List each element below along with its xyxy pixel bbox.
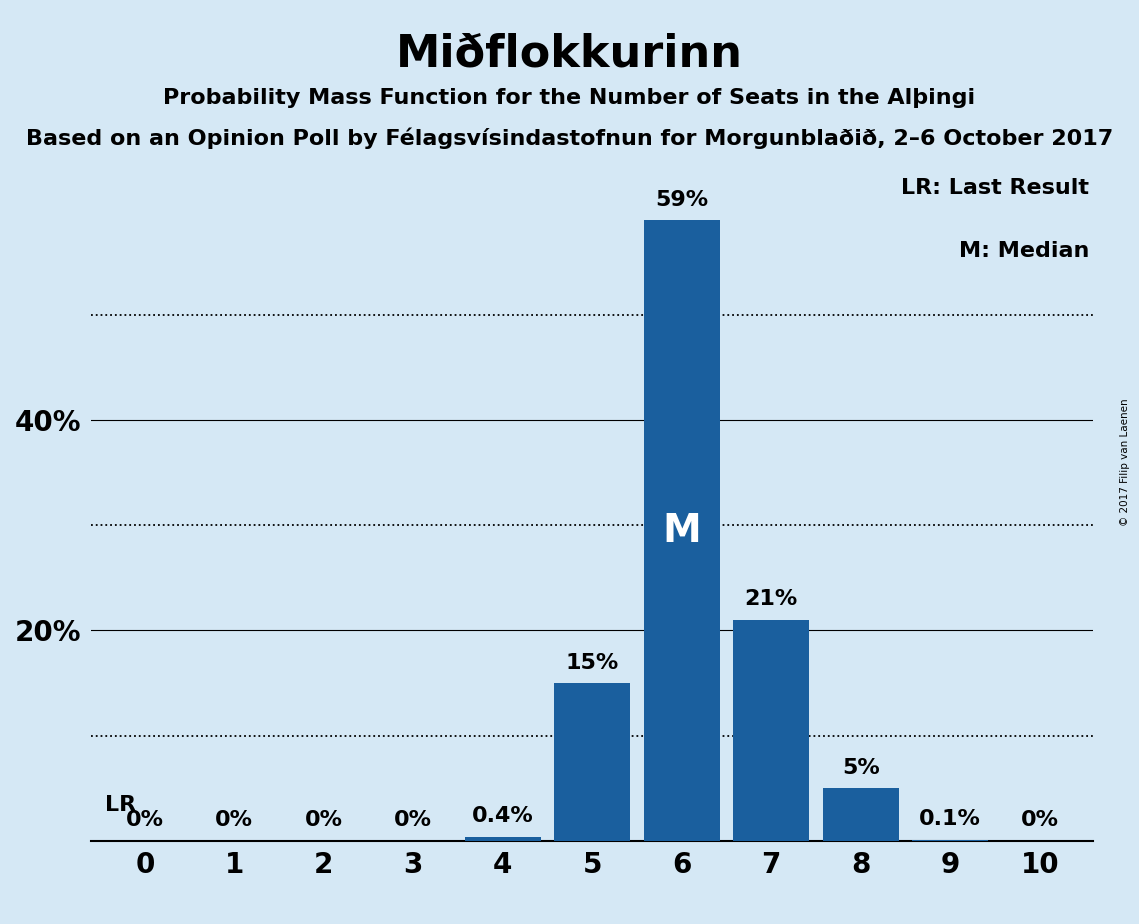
- Text: 0%: 0%: [125, 810, 164, 831]
- Text: 0.4%: 0.4%: [472, 806, 534, 826]
- Text: 0%: 0%: [215, 810, 253, 831]
- Text: M: Median: M: Median: [959, 241, 1089, 261]
- Bar: [912, 840, 989, 841]
- Text: 0.1%: 0.1%: [919, 809, 981, 829]
- Text: 0%: 0%: [394, 810, 433, 831]
- Bar: [822, 788, 899, 841]
- Bar: [734, 620, 810, 841]
- Text: Based on an Opinion Poll by Félagsvísindastofnun for Morgunblaðið, 2–6 October 2: Based on an Opinion Poll by Félagsvísind…: [26, 128, 1113, 149]
- Text: © 2017 Filip van Laenen: © 2017 Filip van Laenen: [1121, 398, 1130, 526]
- Text: M: M: [663, 512, 702, 550]
- Text: 0%: 0%: [1021, 810, 1059, 831]
- Text: 15%: 15%: [566, 652, 618, 673]
- Text: 21%: 21%: [745, 590, 798, 610]
- Text: Miðflokkurinn: Miðflokkurinn: [396, 32, 743, 76]
- Text: 0%: 0%: [305, 810, 343, 831]
- Bar: [555, 683, 630, 841]
- Bar: [465, 836, 541, 841]
- Text: Probability Mass Function for the Number of Seats in the Alþingi: Probability Mass Function for the Number…: [163, 88, 976, 108]
- Text: 5%: 5%: [842, 758, 879, 778]
- Bar: [644, 220, 720, 841]
- Text: 59%: 59%: [655, 189, 708, 210]
- Text: LR: LR: [105, 795, 136, 815]
- Text: LR: Last Result: LR: Last Result: [901, 178, 1089, 198]
